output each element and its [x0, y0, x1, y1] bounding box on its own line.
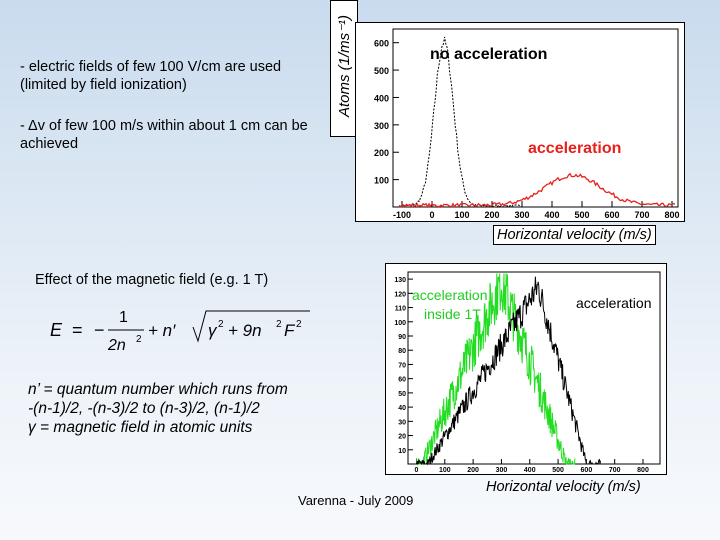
plot2-ytick-label: 70 [398, 362, 406, 369]
plot1-svg: 600 500 400 300 200 100 -100 0 100 200 300 400 500 6… [374, 28, 680, 220]
plot2-panel: 130 120 110 100 90 80 70 60 50 40 30 20 10 0 100 200 30… [385, 263, 667, 475]
section-heading: Effect of the magnetic field (e.g. 1 T) [35, 272, 269, 288]
formula-f: F [284, 321, 296, 340]
plot2-xtick-label: 0 [415, 467, 419, 474]
plot2-xtick-label: 800 [637, 467, 649, 474]
plot2-xtick-label: 300 [496, 467, 508, 474]
plot2-ytick-label: 10 [398, 448, 406, 455]
formula-gamma: γ [208, 321, 218, 340]
energy-formula: E = − 1 2n 2 + n′ γ 2 + 9n 2 F 2 [48, 305, 318, 355]
plot1-ylabel-box: Atoms (1/ms⁻¹) [330, 0, 358, 137]
plot1-ytick-label: 200 [374, 148, 389, 158]
plot1-xtick-label: 600 [604, 210, 619, 220]
bullet-electric-fields: - electric fields of few 100 V/cm are us… [20, 59, 282, 93]
plot1-ytick-label: 300 [374, 121, 389, 131]
plot2-ytick-label: 40 [398, 405, 406, 412]
label-no-acceleration: no acceleration [430, 46, 547, 63]
formula-plus-nprime: + n′ [148, 321, 176, 340]
label-acceleration-inside-1: acceleration [412, 287, 488, 303]
plot1-frame [392, 28, 679, 208]
plot1-xtick-label: 200 [484, 210, 499, 220]
footer: Varenna - July 2009 [298, 493, 414, 508]
plot2-xlabel: Horizontal velocity (m/s) [486, 479, 641, 495]
plot2-xtick-label: 400 [524, 467, 536, 474]
label-acceleration-inside-2: inside 1T [424, 306, 481, 322]
plot1-ytick-label: 100 [374, 176, 389, 186]
plot2-ytick-label: 110 [395, 306, 406, 313]
bullet-delta-v: - Δv of few 100 m/s within about 1 cm ca… [20, 118, 308, 152]
plot2-frame [407, 271, 661, 465]
plot1-xtick-label: 500 [574, 210, 589, 220]
formula-f-sup: 2 [296, 319, 302, 330]
acceleration-inside-1t-curve [416, 273, 576, 466]
note-line-2: -(n-1)/2, -(n-3)/2 to (n-3)/2, (n-1)/2 [28, 400, 260, 417]
plot2-ytick-label: 50 [398, 391, 406, 398]
formula-2n-sup: 2 [136, 334, 142, 345]
plot1-panel: 600 500 400 300 200 100 -100 0 100 200 300 400 500 6… [355, 22, 685, 222]
formula-gamma-sup: 2 [218, 319, 224, 330]
formula-minus: − [94, 320, 105, 340]
plot1-xtick-label: 400 [544, 210, 559, 220]
quantum-number-note: n’ = quantum number which runs from -(n-… [28, 380, 288, 437]
plot2-ytick-label: 100 [394, 320, 406, 327]
plot2-ytick-label: 30 [398, 419, 406, 426]
formula-plus-9n: + 9n [228, 321, 262, 340]
plot2-ytick-label: 60 [398, 377, 406, 384]
plot2-xtick-label: 100 [439, 467, 451, 474]
note-line-3: γ = magnetic field in atomic units [28, 419, 253, 436]
no-acceleration-curve [398, 36, 522, 208]
plot1-xtick-label: 100 [454, 210, 469, 220]
formula-sqrt [192, 310, 310, 343]
plot1-xtick-label: 800 [664, 210, 679, 220]
plot1-ytick-label: 600 [374, 39, 389, 49]
plot1-ylabel: Atoms (1/ms⁻¹) [336, 14, 353, 118]
formula-2n: 2n [107, 337, 126, 354]
plot2-xtick-label: 500 [552, 467, 564, 474]
label-acceleration: acceleration [528, 140, 621, 157]
plot2-ytick-label: 90 [398, 334, 406, 341]
note-line-1: n’ = quantum number which runs from [28, 381, 288, 398]
plot1-xlabel: Horizontal velocity (m/s) [493, 225, 656, 245]
plot2-xtick-label: 700 [609, 467, 621, 474]
formula-equals: = [72, 320, 83, 340]
formula-e: E [50, 320, 63, 340]
plot2-ytick-label: 130 [394, 277, 406, 284]
formula-n-sup: 2 [276, 319, 282, 330]
acceleration-curve [398, 172, 676, 208]
plot1-xtick-label: 700 [634, 210, 649, 220]
plot1-ytick-label: 400 [374, 93, 389, 103]
plot1-ytick-label: 500 [374, 66, 389, 76]
plot2-ytick-label: 80 [398, 348, 406, 355]
bullet-list: - electric fields of few 100 V/cm are us… [20, 58, 320, 176]
plot2-xtick-label: 200 [467, 467, 479, 474]
plot2-ytick-label: 120 [394, 291, 406, 298]
plot2-ytick-label: 20 [398, 434, 406, 441]
plot2-xtick-label: 600 [581, 467, 593, 474]
plot1-xtick-label: -100 [393, 210, 411, 220]
plot2-svg: 130 120 110 100 90 80 70 60 50 40 30 20 10 0 100 200 30… [394, 271, 661, 474]
formula-one: 1 [119, 309, 128, 326]
acceleration-curve-bottom [416, 276, 601, 466]
plot1-xtick-label: 300 [514, 210, 529, 220]
plot1-xtick-label: 0 [429, 210, 434, 220]
label-acceleration-bottom: acceleration [576, 295, 652, 311]
